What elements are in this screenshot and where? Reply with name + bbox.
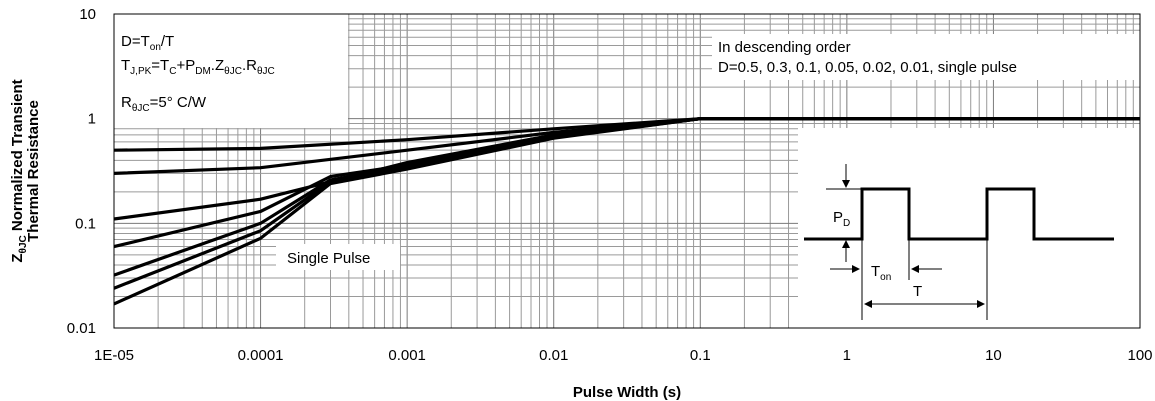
y-tick-label: 1	[88, 111, 96, 128]
order-note-line1: In descending order	[718, 39, 851, 56]
x-tick-label: 0.001	[388, 347, 426, 364]
svg-text:ZθJC Normalized Transient: ZθJC Normalized Transient	[9, 79, 29, 262]
y-tick-label: 10	[79, 6, 96, 23]
order-note-line2: D=0.5, 0.3, 0.1, 0.05, 0.02, 0.01, singl…	[718, 59, 1017, 76]
t-arrowhead-left	[864, 300, 872, 308]
ton-arrowhead-left	[852, 265, 860, 273]
ton-label: Ton	[871, 263, 891, 283]
x-axis-title: Pulse Width (s)	[573, 384, 681, 401]
x-tick-label: 100	[1127, 347, 1152, 364]
t-label: T	[913, 283, 922, 300]
formula-tjpk: TJ,PK=TC+PDM.ZθJC.RθJC	[121, 57, 275, 77]
y-tick-label: 0.01	[67, 320, 96, 337]
plot-border	[113, 13, 1141, 329]
pulse-diagram-box	[798, 128, 1140, 328]
single-pulse-label: Single Pulse	[287, 250, 370, 267]
series-group	[113, 117, 1140, 306]
x-tick-label: 10	[985, 347, 1002, 364]
x-tick-label: 0.01	[539, 347, 568, 364]
x-tick-label: 0.1	[690, 347, 711, 364]
y-axis-title: ZθJC Normalized Transient Thermal Resist…	[9, 79, 42, 262]
pd-label: PD	[833, 209, 850, 229]
pd-arrowhead-bottom	[842, 240, 850, 248]
formula-box	[114, 14, 348, 128]
pd-arrowhead-top	[842, 180, 850, 188]
y-tick-label: 0.1	[75, 215, 96, 232]
x-tick-label: 0.0001	[238, 347, 284, 364]
ton-arrowhead-right	[911, 265, 919, 273]
pulse-diagram	[804, 164, 1114, 320]
tick-labels: 1E-05 0.0001 0.001 0.01 0.1 1 10 100 10 1 0.1 0.01	[67, 6, 1153, 364]
svg-text:Thermal Resistance: Thermal Resistance	[25, 100, 42, 242]
pulse-waveform	[804, 187, 1114, 241]
single-pulse-box	[276, 244, 400, 270]
x-tick-label: 1E-05	[94, 347, 134, 364]
series-line-7	[113, 117, 1140, 306]
formula-duty: D=Ton/T	[121, 33, 174, 53]
rthjc-value: RθJC=5° C/W	[121, 94, 207, 114]
t-arrowhead-right	[977, 300, 985, 308]
order-box	[712, 34, 1140, 80]
x-tick-label: 1	[843, 347, 851, 364]
